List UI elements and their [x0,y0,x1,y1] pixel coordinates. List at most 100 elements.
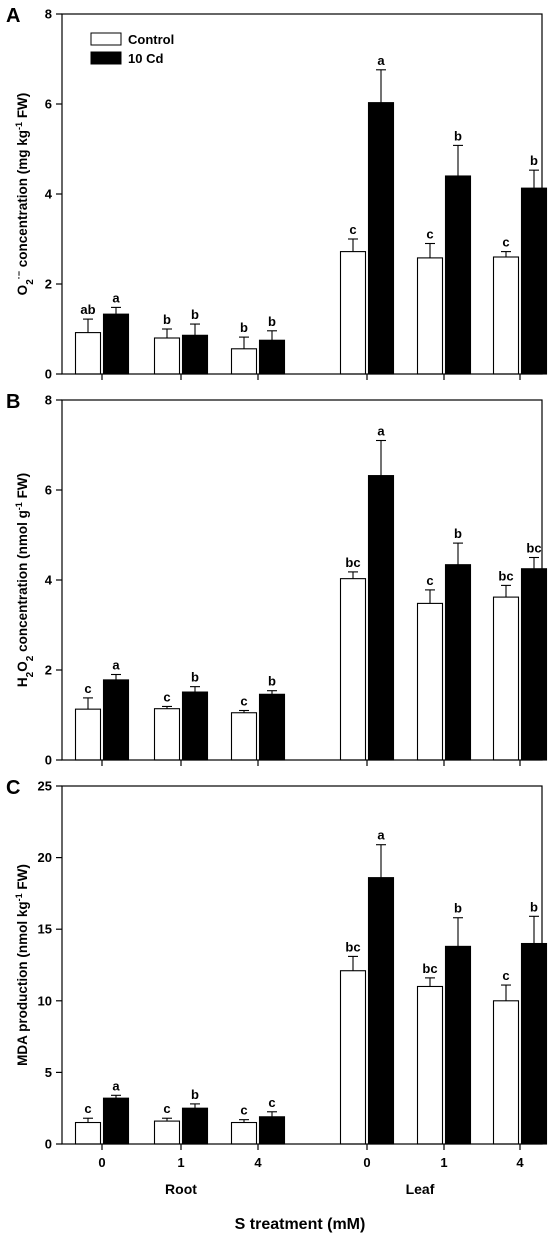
panel-b-y-ticks: 0 2 4 6 8 [45,393,62,768]
cd-bar [181,334,209,375]
panel-a-y-tick-label: 6 [45,97,52,112]
significance-label: c [240,694,247,709]
panel-letter-a: A [6,5,20,27]
significance-label: bc [345,555,360,570]
significance-label: c [163,1101,170,1116]
cd-bar [181,1107,209,1145]
panel-a-y-tick-label: 8 [45,7,52,22]
x-tick-label: 1 [440,1155,447,1170]
significance-label: b [191,1087,199,1102]
x-tick-label: 4 [516,1155,524,1170]
significance-label: c [349,222,356,237]
control-bar [153,337,181,375]
panel-c-x-ticks: 0 1 4 0 1 4 [98,1144,524,1170]
panel-c-frame [61,785,543,1145]
significance-label: bc [526,541,541,556]
panel-b-y-tick-label: 8 [45,393,52,408]
x-tick-label: 4 [254,1155,262,1170]
panel-b-y-tick-label: 0 [45,753,52,768]
panel-letter-b: B [6,391,20,413]
group-label-root: Root [165,1181,197,1197]
panel-a-y-axis-label: O2·− concentration (mg kg-1 FW) [14,93,36,296]
cd-bar [258,1116,286,1145]
significance-label: c [268,1095,275,1110]
x-axis-title: S treatment (mM) [235,1216,366,1233]
control-bar [230,1121,258,1145]
cd-bar [181,691,209,761]
control-bar [339,578,367,761]
panel-b-y-tick-label: 4 [45,573,53,588]
significance-label: c [502,968,509,983]
control-bar [153,1120,181,1145]
significance-label: a [112,658,120,673]
control-bar [492,596,520,761]
significance-label: b [530,899,538,914]
control-bar [74,708,102,761]
panel-a-y-ticks: 0 2 4 6 8 [45,7,62,382]
control-bar [416,602,444,761]
panel-c-y-tick-label: 25 [38,779,52,794]
control-bar [416,257,444,375]
panel-letter-c: C [6,777,20,799]
panel-b-y-tick-label: 6 [45,483,52,498]
panel-b-y-tick-label: 2 [45,663,52,678]
panel-a-y-tick-label: 0 [45,367,52,382]
panel-c-y-axis-label: MDA production (nmol kg-1 FW) [14,864,30,1066]
control-bar [339,970,367,1145]
legend-swatch-control [90,32,122,46]
significance-label: c [502,235,509,250]
panel-c-y-tick-label: 0 [45,1137,52,1152]
cd-bar [520,942,548,1145]
panel-b-y-axis-label: H2O2 concentration (nmol g-1 FW) [14,473,36,687]
legend-label-10cd: 10 Cd [128,51,163,66]
significance-label: c [84,1101,91,1116]
panel-a-x-ticks [101,374,521,380]
significance-label: b [454,901,462,916]
significance-label: b [191,307,199,322]
panel-c-y-tick-label: 15 [38,922,52,937]
significance-label: a [377,53,385,68]
legend-swatch-10cd [90,51,122,65]
panel-c-y-tick-label: 10 [38,993,52,1008]
significance-label: a [112,1078,120,1093]
x-tick-label: 0 [363,1155,370,1170]
control-bar [230,712,258,761]
significance-label: a [377,424,385,439]
x-tick-label: 0 [98,1155,105,1170]
significance-label: b [191,670,199,685]
control-bar [153,708,181,761]
legend: Control 10 Cd [90,32,174,66]
significance-label: b [268,674,276,689]
significance-label: c [240,1103,247,1118]
cd-bar [367,475,395,761]
cd-bar [444,945,472,1145]
cd-bar [367,102,395,375]
control-bar [74,332,102,375]
significance-label: b [454,128,462,143]
group-label-leaf: Leaf [406,1181,435,1197]
control-bar [339,251,367,375]
cd-bar [102,313,130,375]
cd-bar [520,187,548,375]
control-bar [492,256,520,375]
cd-bar [367,877,395,1145]
control-bar [230,348,258,375]
control-bar [492,1000,520,1145]
panel-a-y-tick-label: 2 [45,277,52,292]
panel-c-y-tick-label: 5 [45,1065,52,1080]
cd-bar [444,175,472,375]
cd-bar [258,339,286,375]
cd-bar [520,568,548,761]
significance-label: b [240,320,248,335]
significance-label: bc [345,939,360,954]
control-bar [416,985,444,1145]
significance-label: b [454,526,462,541]
significance-label: c [426,227,433,242]
significance-label: b [530,153,538,168]
significance-label: c [426,573,433,588]
